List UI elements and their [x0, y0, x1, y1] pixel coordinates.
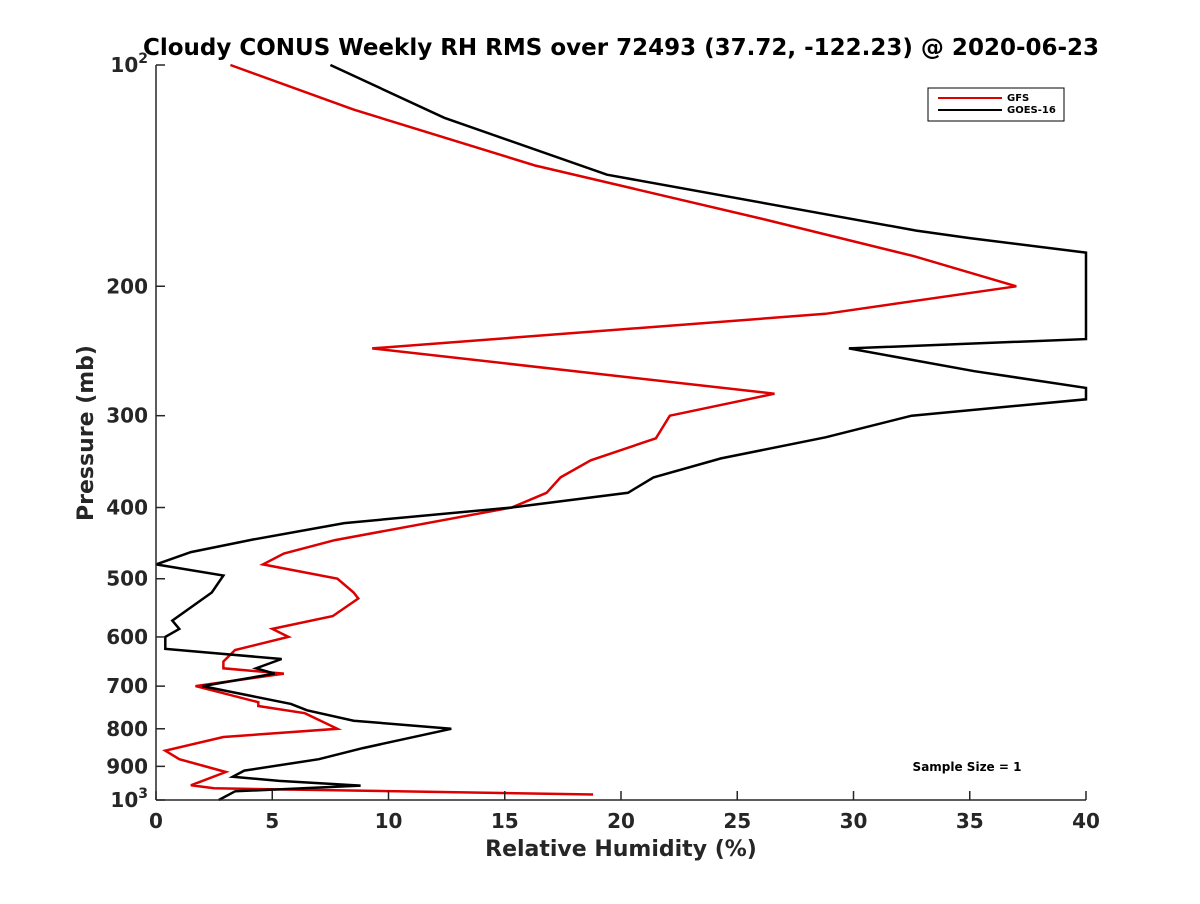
y-tick-label: 103	[110, 786, 148, 812]
y-axis-ticks: 102 200 300 400 500 600 700 800 900 103	[106, 51, 165, 812]
x-tick-label: 40	[1072, 809, 1100, 833]
x-tick-label: 0	[149, 809, 163, 833]
y-tick-label: 500	[106, 567, 148, 591]
x-tick-label: 30	[840, 809, 868, 833]
y-tick-label: 400	[106, 496, 148, 520]
x-tick-label: 15	[491, 809, 519, 833]
y-tick-label: 300	[106, 404, 148, 428]
sample-size-annotation: Sample Size = 1	[913, 760, 1022, 774]
series-line-gfs	[162, 63, 1017, 796]
x-tick-label: 20	[607, 809, 635, 833]
x-tick-label: 25	[723, 809, 751, 833]
x-tick-label: 35	[956, 809, 984, 833]
y-axis-label: Pressure (mb)	[74, 345, 99, 521]
plot-area	[155, 63, 1088, 802]
legend: GFS GOES-16	[927, 87, 1065, 122]
x-axis-ticks: 0 5 10 15 20 25 30 35 40	[149, 791, 1100, 833]
y-tick-label: 200	[106, 274, 148, 298]
y-tick-label: 102	[110, 51, 148, 77]
x-tick-label: 5	[265, 809, 279, 833]
chart-title: Cloudy CONUS Weekly RH RMS over 72493 (3…	[143, 35, 1099, 61]
y-tick-label: 600	[106, 625, 148, 649]
legend-label-goes16: GOES-16	[1007, 105, 1056, 116]
y-tick-label: 900	[106, 754, 148, 778]
legend-label-gfs: GFS	[1007, 93, 1029, 104]
y-tick-label: 800	[106, 717, 148, 741]
series-line-goes16	[155, 63, 1088, 802]
y-tick-label: 700	[106, 674, 148, 698]
x-tick-label: 10	[375, 809, 403, 833]
x-axis-label: Relative Humidity (%)	[485, 837, 757, 862]
legend-box	[927, 87, 1065, 122]
